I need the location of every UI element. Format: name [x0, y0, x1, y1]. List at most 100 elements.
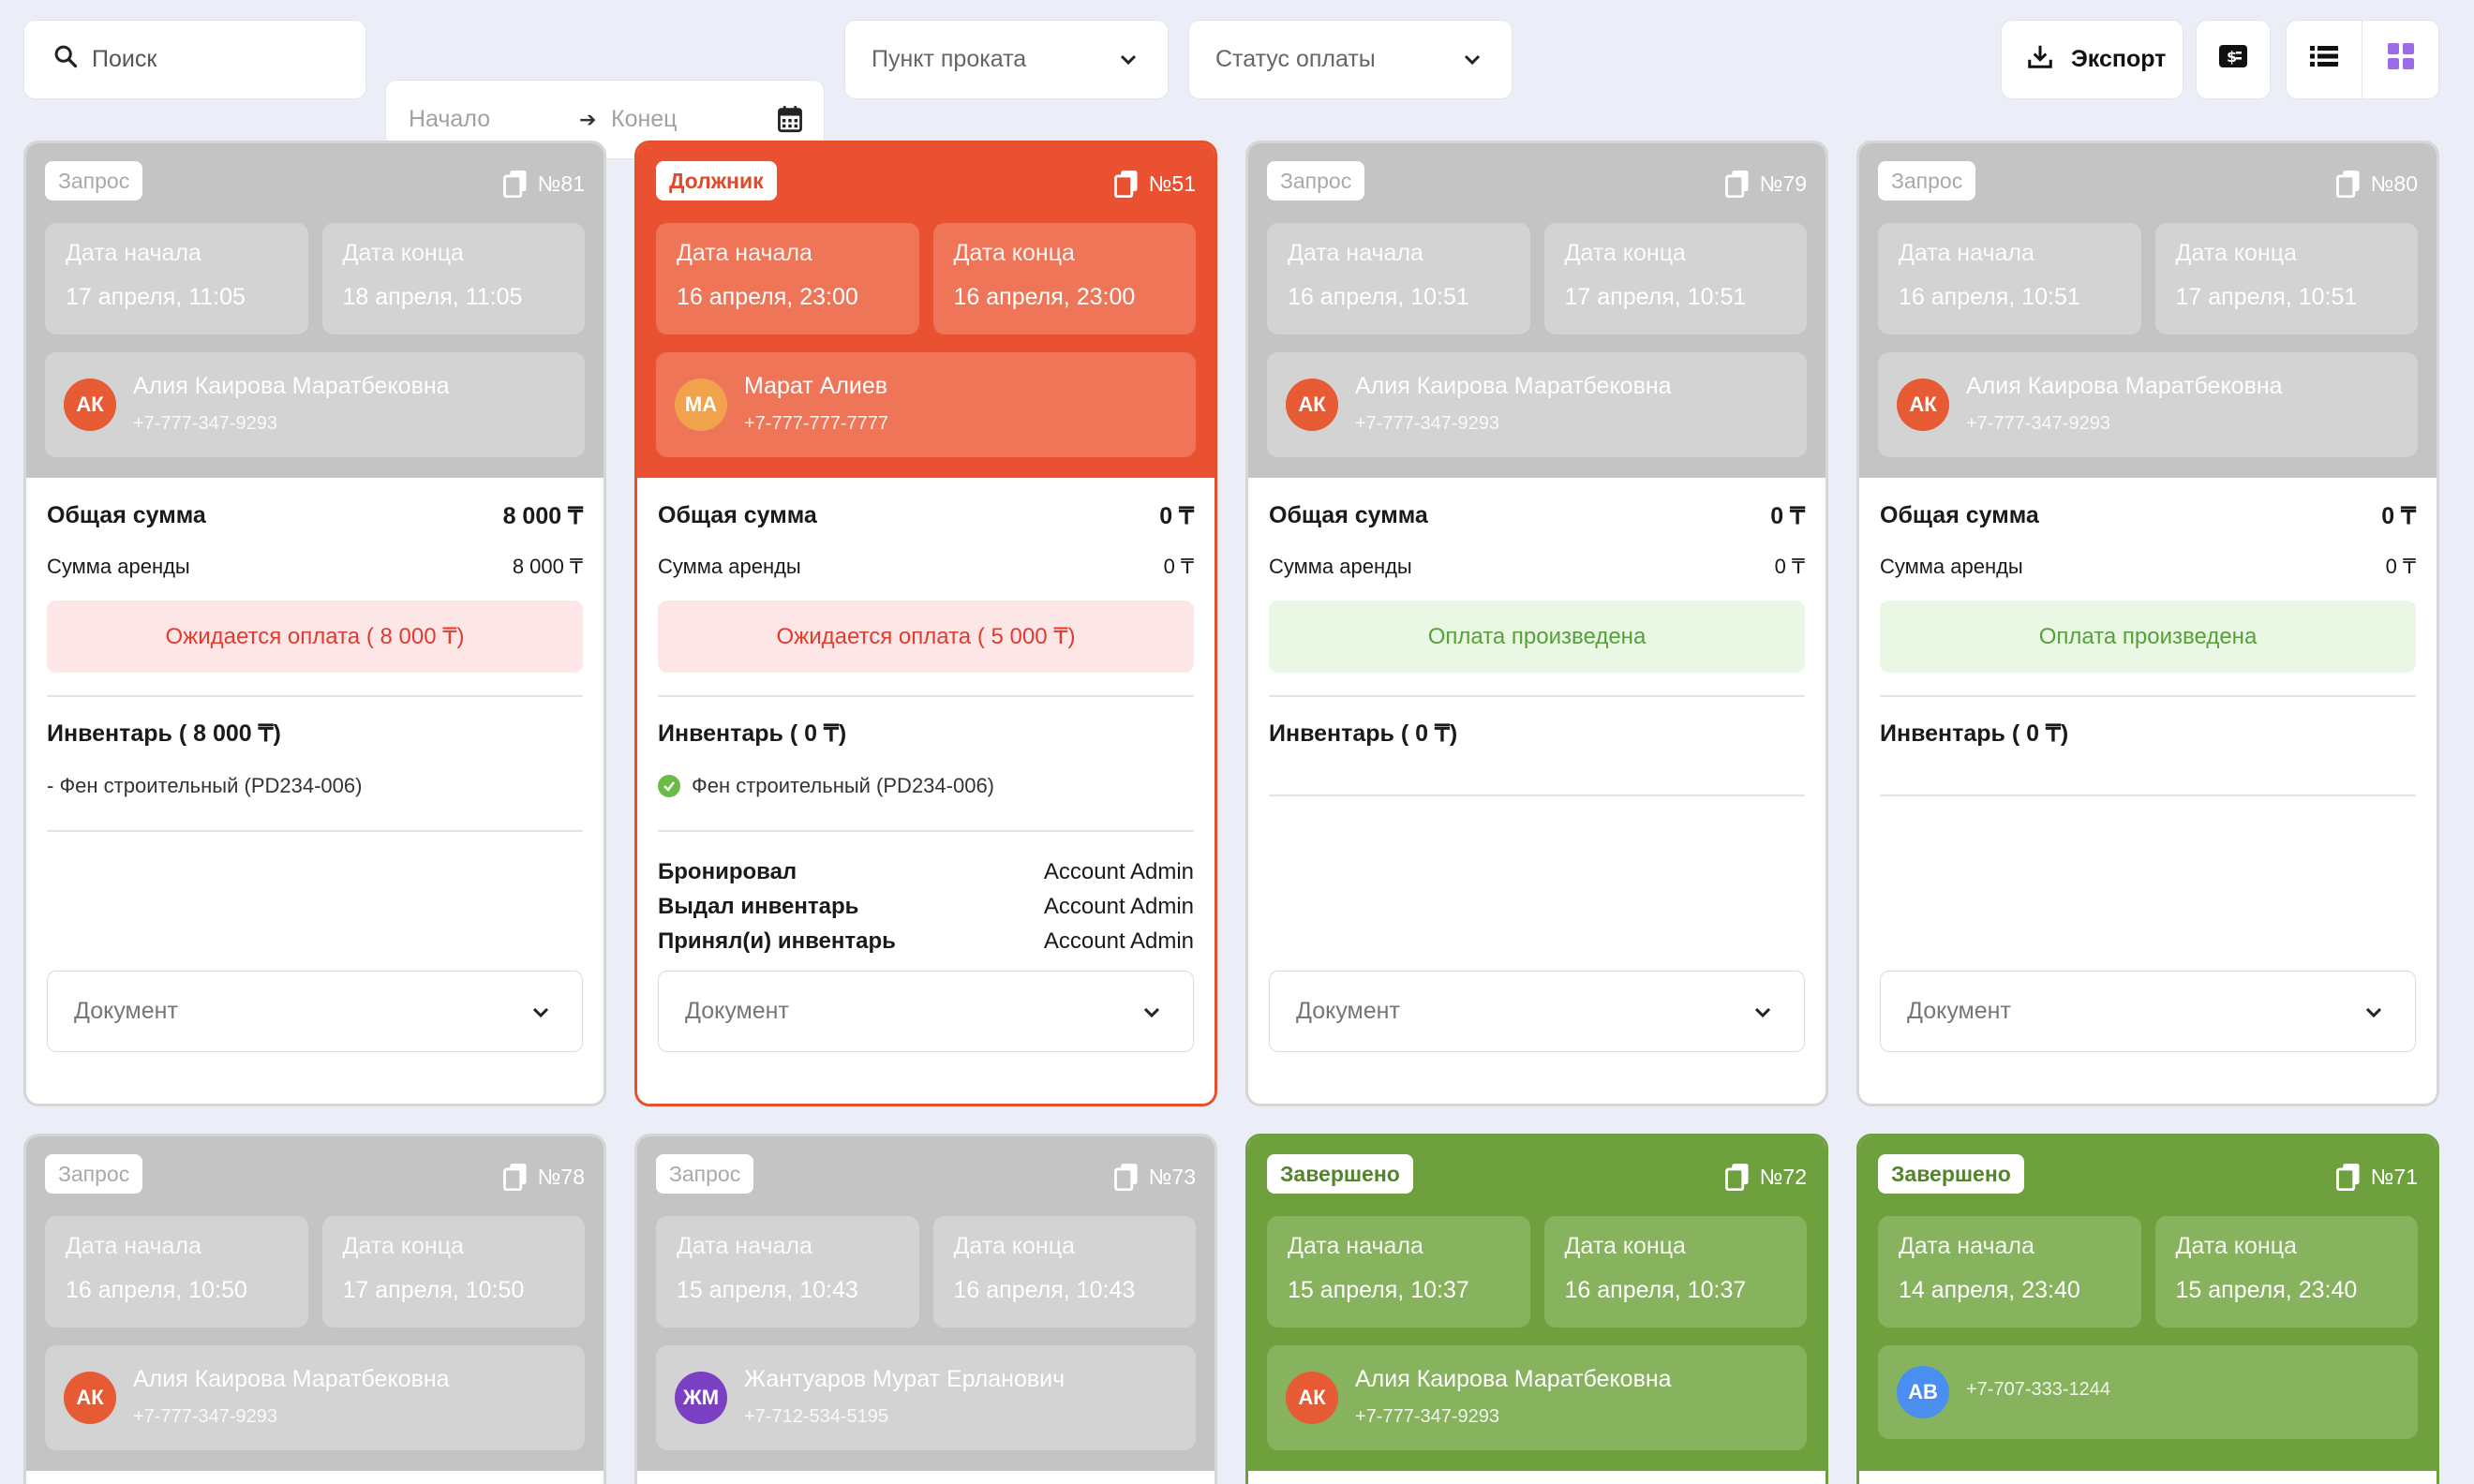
- document-select[interactable]: Документ: [1880, 971, 2416, 1052]
- client-box[interactable]: АК Алия Каирова Маратбековна +7-777-347-9…: [1878, 352, 2418, 457]
- divider: [658, 695, 1194, 697]
- booked-by: Account Admin: [1043, 859, 1194, 884]
- payment-status[interactable]: Оплата произведена: [1880, 601, 2416, 673]
- card-header: Завершено №71 Дата начала 14 апреля, 23:4…: [1859, 1136, 2437, 1471]
- card-body: Общая сумма 8 000 ₸ Сумма аренды 8 000 ₸ О…: [26, 502, 604, 832]
- client-phone: +7-707-333-1244: [1966, 1379, 2111, 1400]
- divider: [47, 695, 583, 697]
- client-name: Алия Каирова Маратбековна: [133, 373, 450, 399]
- client-box[interactable]: АК Алия Каирова Маратбековна +7-777-347-9…: [45, 352, 585, 457]
- status-badge: Запрос: [45, 1154, 143, 1194]
- grid-view-button[interactable]: [2362, 21, 2438, 98]
- order-number[interactable]: №71: [2335, 1163, 2418, 1191]
- avatar: АК: [1286, 378, 1338, 431]
- rental-point-select[interactable]: Пункт проката: [844, 20, 1169, 99]
- svg-text:$: $: [2227, 48, 2237, 66]
- order-number[interactable]: №72: [1724, 1163, 1807, 1191]
- chevron-down-icon: [1140, 1002, 1163, 1031]
- client-box[interactable]: АК Алия Каирова Маратбековна +7-777-347-9…: [45, 1345, 585, 1450]
- order-number[interactable]: №73: [1113, 1163, 1196, 1191]
- chevron-down-icon: [1461, 49, 1483, 78]
- card-header: Запрос №73 Дата начала 15 апреля, 10:43 Д…: [637, 1136, 1215, 1471]
- chevron-down-icon: [1751, 1002, 1774, 1031]
- status-badge: Запрос: [1267, 161, 1365, 200]
- date-row: Дата начала 16 апреля, 10:51 Дата конца 17…: [1267, 223, 1807, 334]
- divider: [1880, 794, 2416, 796]
- rental-card[interactable]: Запрос №80 Дата начала 16 апреля, 10:51 Д…: [1856, 141, 2439, 1106]
- document-select[interactable]: Документ: [47, 971, 583, 1052]
- avatar: ЖМ: [675, 1372, 727, 1424]
- export-button[interactable]: Экспорт: [2001, 20, 2183, 99]
- date-row: Дата начала 15 апреля, 10:37 Дата конца 16…: [1267, 1216, 1807, 1328]
- start-date-value: 14 апреля, 23:40: [1899, 1277, 2080, 1303]
- start-date-box: Дата начала 15 апреля, 10:37: [1267, 1216, 1530, 1328]
- client-name: Марат Алиев: [744, 373, 888, 399]
- calendar-icon[interactable]: [777, 105, 803, 140]
- search-input[interactable]: Поиск: [23, 20, 366, 99]
- order-number[interactable]: №51: [1113, 170, 1196, 198]
- client-name: Жантуаров Мурат Ерланович: [744, 1366, 1066, 1392]
- total-value: 0 ₸: [1159, 503, 1194, 529]
- client-box[interactable]: МА Марат Алиев +7-777-777-7777: [656, 352, 1196, 457]
- rental-card[interactable]: Запрос №78 Дата начала 16 апреля, 10:50 Д…: [23, 1134, 606, 1484]
- grid-icon: [2387, 42, 2415, 77]
- rental-card[interactable]: Завершено №71 Дата начала 14 апреля, 23:4…: [1856, 1134, 2439, 1484]
- client-box[interactable]: АВ +7-707-333-1244: [1878, 1345, 2418, 1439]
- client-box[interactable]: АК Алия Каирова Маратбековна +7-777-347-9…: [1267, 352, 1807, 457]
- list-icon: [2309, 43, 2339, 76]
- chevron-down-icon: [1117, 49, 1140, 78]
- inventory-title: Инвентарь ( 0 ₸): [658, 720, 847, 747]
- client-box[interactable]: ЖМ Жантуаров Мурат Ерланович +7-712-534-5…: [656, 1345, 1196, 1450]
- date-start-field[interactable]: Начало: [409, 106, 491, 132]
- list-view-button[interactable]: [2287, 21, 2362, 98]
- order-number[interactable]: №78: [502, 1163, 585, 1191]
- rental-card[interactable]: Запрос №73 Дата начала 15 апреля, 10:43 Д…: [634, 1134, 1217, 1484]
- divider: [1880, 695, 2416, 697]
- client-box[interactable]: АК Алия Каирова Маратбековна +7-777-347-9…: [1267, 1345, 1807, 1450]
- start-date-box: Дата начала 17 апреля, 11:05: [45, 223, 308, 334]
- rental-point-label: Пункт проката: [872, 46, 1027, 72]
- client-phone: +7-777-347-9293: [1966, 413, 2111, 434]
- rental-card[interactable]: Должник №51 Дата начала 16 апреля, 23:00 …: [634, 141, 1217, 1106]
- kaspi-button[interactable]: $: [2196, 20, 2271, 99]
- total-row: Общая сумма 0 ₸: [1880, 502, 2416, 529]
- start-date-box: Дата начала 16 апреля, 10:51: [1267, 223, 1530, 334]
- copy-icon: [1724, 1164, 1749, 1191]
- toolbar: Поиск Начало ➔ Конец Пункт проката Стату…: [0, 0, 2474, 159]
- status-badge: Запрос: [1878, 161, 1976, 200]
- rental-card[interactable]: Завершено №72 Дата начала 15 апреля, 10:3…: [1245, 1134, 1828, 1484]
- date-row: Дата начала 15 апреля, 10:43 Дата конца 16…: [656, 1216, 1196, 1328]
- end-date-box: Дата конца 17 апреля, 10:51: [2154, 223, 2418, 334]
- payment-status[interactable]: Ожидается оплата ( 5 000 ₸): [658, 601, 1194, 673]
- inventory-title: Инвентарь ( 0 ₸): [1880, 720, 2069, 747]
- order-number[interactable]: №80: [2335, 170, 2418, 198]
- status-badge: Запрос: [656, 1154, 754, 1194]
- rent-row: Сумма аренды 0 ₸: [658, 555, 1194, 578]
- arrow-right-icon: ➔: [579, 107, 597, 131]
- rental-card[interactable]: Запрос №79 Дата начала 16 апреля, 10:51 Д…: [1245, 141, 1828, 1106]
- client-phone: +7-712-534-5195: [744, 1406, 889, 1427]
- end-date-value: 17 апреля, 10:51: [2175, 284, 2358, 310]
- chevron-down-icon: [2362, 1002, 2385, 1031]
- end-date-value: 15 апреля, 23:40: [2175, 1277, 2358, 1303]
- inventory-title: Инвентарь ( 0 ₸): [1269, 720, 1458, 747]
- payment-status-select[interactable]: Статус оплаты: [1188, 20, 1513, 99]
- divider: [1269, 794, 1805, 796]
- client-name: Алия Каирова Маратбековна: [133, 1366, 450, 1392]
- end-date-value: 16 апреля, 10:43: [953, 1277, 1136, 1303]
- date-end-field[interactable]: Конец: [611, 106, 678, 132]
- rental-card[interactable]: Запрос №81 Дата начала 17 апреля, 11:05 Д…: [23, 141, 606, 1106]
- view-switcher: [2286, 20, 2439, 99]
- document-select[interactable]: Документ: [1269, 971, 1805, 1052]
- payment-status[interactable]: Ожидается оплата ( 8 000 ₸): [47, 601, 583, 673]
- document-select[interactable]: Документ: [658, 971, 1194, 1052]
- payment-status-label: Статус оплаты: [1215, 46, 1376, 72]
- payment-status[interactable]: Оплата произведена: [1269, 601, 1805, 673]
- end-date-value: 16 апреля, 23:00: [953, 284, 1136, 310]
- order-number[interactable]: №81: [502, 170, 585, 198]
- search-icon: [52, 43, 79, 76]
- rent-row: Сумма аренды 0 ₸: [1269, 555, 1805, 578]
- order-number[interactable]: №79: [1724, 170, 1807, 198]
- total-value: 0 ₸: [2381, 503, 2416, 529]
- rent-value: 8 000 ₸: [512, 555, 583, 578]
